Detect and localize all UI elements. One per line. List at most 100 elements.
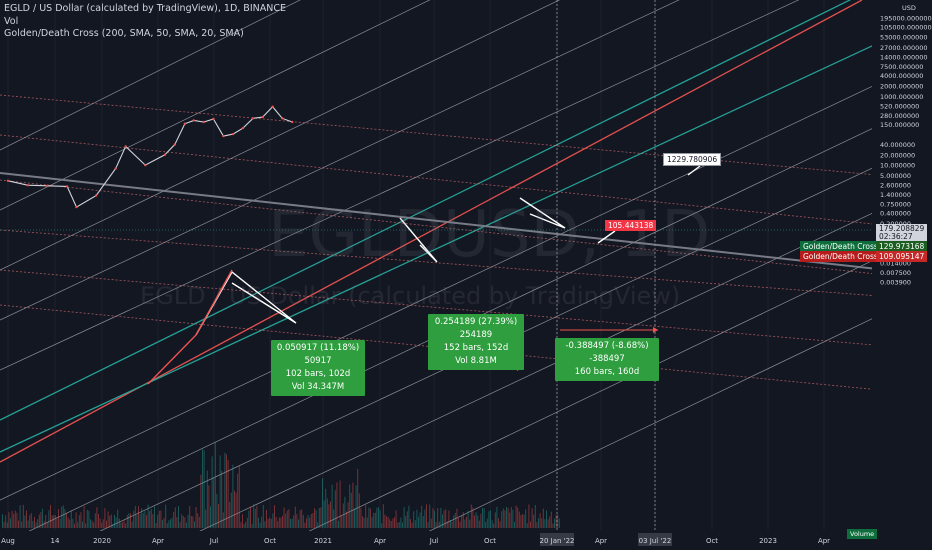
volume-bar [90,519,91,528]
price-tick-label: 2.600000 [880,182,911,190]
volume-bar [83,506,85,528]
volume-bar [213,477,215,528]
volume-bar [549,516,551,528]
volume-bar [152,513,154,528]
volume-bar [480,513,482,528]
volume-bar [358,493,360,528]
volume-bar [6,522,8,528]
volume-bar [178,506,179,528]
volume-bar [450,519,451,528]
price-point [183,122,187,125]
volume-bar [166,523,168,528]
volume-bar [448,510,450,528]
measure-box-2[interactable]: 0.254189 (27.39%) 254189 152 bars, 152d … [428,314,524,370]
measure-box-1[interactable]: 0.050917 (11.18%) 50917 102 bars, 102d V… [271,340,365,396]
volume-bar [293,515,295,528]
volume-bar [373,512,375,528]
price-tick-label: 53000.000000 [880,34,928,42]
volume-bar [386,516,387,528]
callout-upper[interactable]: 1229.780906 [663,153,722,166]
time-tick-label: Apr [818,537,830,545]
volume-bar [488,511,490,528]
price-tick-label: 40.000000 [880,141,915,149]
measure-box-3-bars: 160 bars, 160d [574,367,640,377]
volume-bar [194,521,195,528]
volume-bar [126,515,128,528]
volume-bar [168,520,170,528]
price-tick-label: 280.000000 [880,112,919,120]
price-point [124,145,127,148]
price-series [6,105,294,209]
volume-bar [402,522,403,528]
volume-bar [325,488,327,528]
volume-bar [522,514,523,528]
price-point [46,184,49,187]
volume-bar [390,521,392,528]
volume-bar [248,510,250,528]
volume-bar [403,507,405,528]
pattern-drawing [399,217,438,263]
volume-bar [346,511,347,528]
volume-bar [203,450,205,528]
legend-indicator[interactable]: Golden/Death Cross (200, SMA, 50, SMA, 2… [4,28,244,39]
volume-bar [216,493,218,528]
volume-bar [467,510,469,528]
volume-bar [496,506,498,528]
volume-bar [190,515,192,528]
volume-bar [229,501,231,528]
golden-cross-label: Golden/Death Cross:Plot [800,241,898,252]
time-axis[interactable]: Aug 14 2020 Apr Jul Oct 2021 Apr Jul Oct 20 Jan '2… [0,531,932,550]
volume-bar [67,517,69,528]
volume-bar [2,514,3,528]
volume-bar [187,514,189,528]
volume-bar [464,519,466,528]
volume-bar [46,523,48,528]
legend-title[interactable]: EGLD / US Dollar (calculated by TradingV… [4,3,286,14]
callout-lower[interactable]: 105.443138 [605,220,657,231]
volume-bar [195,506,197,528]
volume-bar [62,505,64,528]
volume-bar [355,485,357,528]
volume-bar [400,517,402,528]
volume-bar [298,519,299,528]
volume-bar [512,509,514,528]
measure-box-1-change: 0.050917 (11.18%) 50917 [276,343,360,366]
measure-box-2-bars: 152 bars, 152d [443,343,509,353]
volume-bar [541,518,543,528]
volume-bar [387,516,389,528]
price-point [65,185,69,188]
volume-bar [75,512,77,528]
volume-bar [227,460,229,528]
volume-bar [394,517,395,528]
time-tick-label: Oct [484,537,496,545]
volume-bar [242,514,243,528]
volume-bar [429,504,431,528]
measure-box-3[interactable]: -0.388497 (-8.68%) -388497 160 bars, 160… [555,338,659,381]
time-tick-label: Apr [374,537,386,545]
volume-bar [147,504,149,528]
legend-volume[interactable]: Vol [4,15,19,27]
price-point [202,120,205,124]
volume-bar [285,513,287,528]
volume-bar [469,519,471,528]
volume-bar [368,507,370,528]
price-tick-label: 5.000000 [880,172,911,180]
volume-bar [538,518,539,528]
volume-bar [288,509,290,528]
volume-bar [389,519,391,528]
volume-bar [326,498,328,528]
volume-bar [398,522,400,528]
volume-bar [397,522,399,528]
volume-bar [5,515,7,528]
volume-bar [456,508,458,528]
measure-box-1-volume: Vol 34.347M [291,382,345,392]
time-tick-label: 2023 [759,537,777,545]
volume-bar [507,508,509,528]
volume-bar [222,512,224,528]
volume-bar [435,522,437,528]
volume-bar [422,516,424,528]
measure-box-1-bars: 102 bars, 102d [285,369,351,379]
volume-bar [486,518,488,528]
